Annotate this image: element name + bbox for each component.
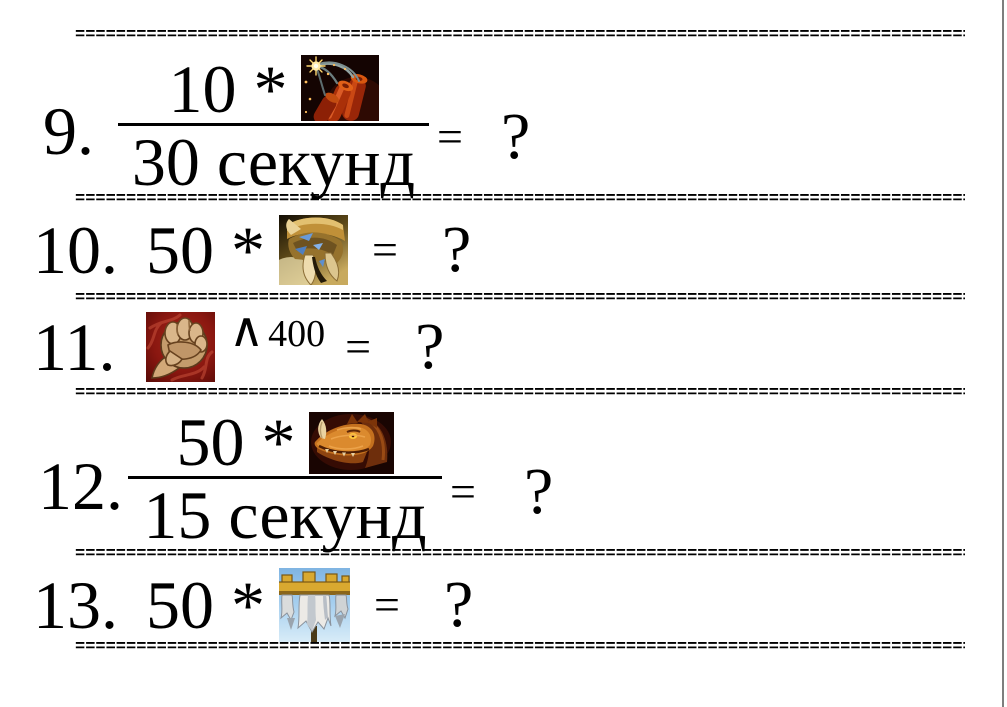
equals-sign: = xyxy=(450,465,476,517)
expression-text: 50 * xyxy=(146,212,265,288)
problem-row-9: 9. 10 * xyxy=(43,53,530,196)
page-right-border xyxy=(1002,0,1004,707)
armored-tusks-icon xyxy=(279,215,348,285)
separator-line: ========================================… xyxy=(75,292,965,306)
separator-line: ========================================… xyxy=(75,387,965,401)
separator-line: ========================================… xyxy=(75,548,965,562)
question-mark: ? xyxy=(443,568,474,641)
problem-number: 10. xyxy=(33,212,118,288)
fraction: 50 * xyxy=(128,404,442,549)
numerator-text: 50 * xyxy=(176,404,296,480)
fraction: 10 * xyxy=(118,53,429,196)
banner-icon xyxy=(279,568,350,642)
dragon-icon xyxy=(308,412,394,474)
dynamite-icon xyxy=(300,55,379,121)
problem-row-13: 13. 50 * = xyxy=(33,568,473,642)
fraction-denominator: 15 секунд xyxy=(128,476,442,549)
equals-sign: = xyxy=(437,110,463,162)
equals-sign: = xyxy=(374,579,400,630)
question-mark: ? xyxy=(500,99,531,173)
problem-number: 9. xyxy=(43,92,94,169)
separator-line: ========================================… xyxy=(75,29,965,43)
question-mark: ? xyxy=(415,310,445,383)
problem-row-11: 11. xyxy=(33,306,445,385)
fraction-numerator: 10 * xyxy=(118,53,429,123)
caret-symbol: ∧ xyxy=(229,302,265,358)
numerator-text: 10 * xyxy=(168,51,288,127)
fraction-denominator: 30 секунд xyxy=(118,123,429,196)
question-mark: ? xyxy=(523,454,554,528)
fist-icon xyxy=(146,312,215,382)
fraction-numerator: 50 * xyxy=(128,404,442,480)
equals-sign: = xyxy=(372,224,398,275)
exponent-group: ∧ 400 xyxy=(229,306,325,354)
problem-number: 11. xyxy=(33,309,116,385)
question-mark: ? xyxy=(441,213,472,286)
expression-text: 50 * xyxy=(146,567,265,643)
separator-line: ========================================… xyxy=(75,193,965,207)
problem-number: 13. xyxy=(33,567,118,643)
problem-number: 12. xyxy=(38,447,123,524)
equals-sign: = xyxy=(345,321,372,372)
separator-line: ========================================… xyxy=(75,641,965,655)
problem-row-12: 12. 50 * xyxy=(38,404,554,549)
problem-row-10: 10. 50 * = ? xyxy=(33,215,471,285)
exponent-value: 400 xyxy=(268,313,326,355)
